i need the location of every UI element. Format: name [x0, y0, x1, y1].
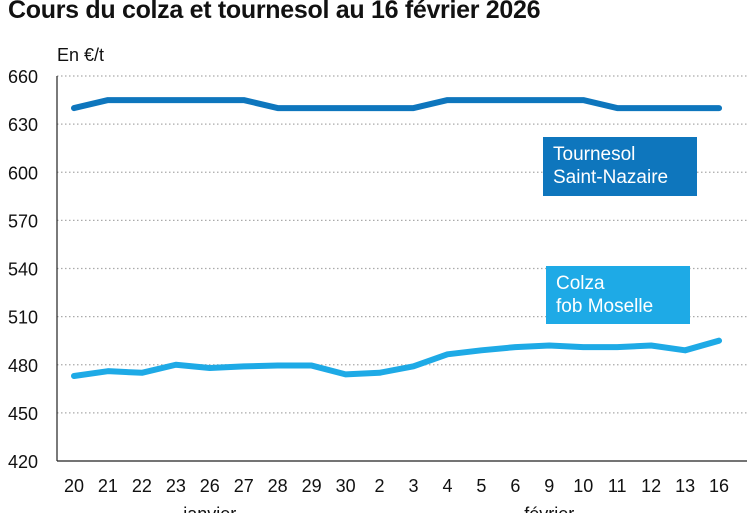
series-line-1: [71, 337, 723, 379]
x-tick-label: 9: [544, 476, 554, 496]
x-tick-label: 26: [200, 476, 220, 496]
x-tick-label: 5: [476, 476, 486, 496]
x-tick-label: 11: [608, 476, 627, 496]
x-tick-label: 22: [132, 476, 152, 496]
legend-tournesol-line1: Tournesol: [553, 144, 636, 165]
y-tick-label: 480: [8, 356, 38, 376]
x-tick-label: 21: [98, 476, 118, 496]
x-tick-label: 29: [302, 476, 322, 496]
y-tick-label: 540: [8, 260, 38, 280]
y-tick-label: 570: [8, 211, 38, 231]
x-tick-label: 30: [336, 476, 356, 496]
x-tick-label: 6: [510, 476, 520, 496]
y-tick-label: 630: [8, 115, 38, 135]
x-tick-label: 20: [64, 476, 84, 496]
month-label: février: [524, 504, 574, 513]
legend-colza: Colza fob Moselle: [546, 266, 690, 324]
y-tick-label: 600: [8, 163, 38, 183]
x-tick-label: 27: [234, 476, 254, 496]
legend-colza-line2: fob Moselle: [556, 296, 654, 317]
x-tick-label: 23: [166, 476, 186, 496]
x-tick-label: 10: [573, 476, 593, 496]
month-label: janvier: [182, 504, 236, 513]
y-tick-label: 660: [8, 67, 38, 87]
x-tick-label: 4: [442, 476, 452, 496]
series-line-0: [71, 97, 723, 112]
y-axis-label: En €/t: [57, 45, 105, 65]
legend-tournesol-line2: Saint-Nazaire: [553, 167, 669, 188]
x-tick-label: 2: [375, 476, 385, 496]
y-tick-label: 420: [8, 452, 38, 472]
chart-title: Cours du colza et tournesol au 16 févrie…: [8, 0, 541, 24]
x-tick-label: 12: [641, 476, 661, 496]
x-tick-label: 13: [675, 476, 695, 496]
legend-tournesol: Tournesol Saint-Nazaire: [543, 137, 697, 196]
legend-colza-line1: Colza: [556, 273, 605, 294]
y-tick-label: 450: [8, 404, 38, 424]
x-tick-label: 28: [268, 476, 288, 496]
y-tick-label: 510: [8, 308, 38, 328]
x-tick-label: 3: [408, 476, 418, 496]
x-tick-label: 16: [709, 476, 729, 496]
